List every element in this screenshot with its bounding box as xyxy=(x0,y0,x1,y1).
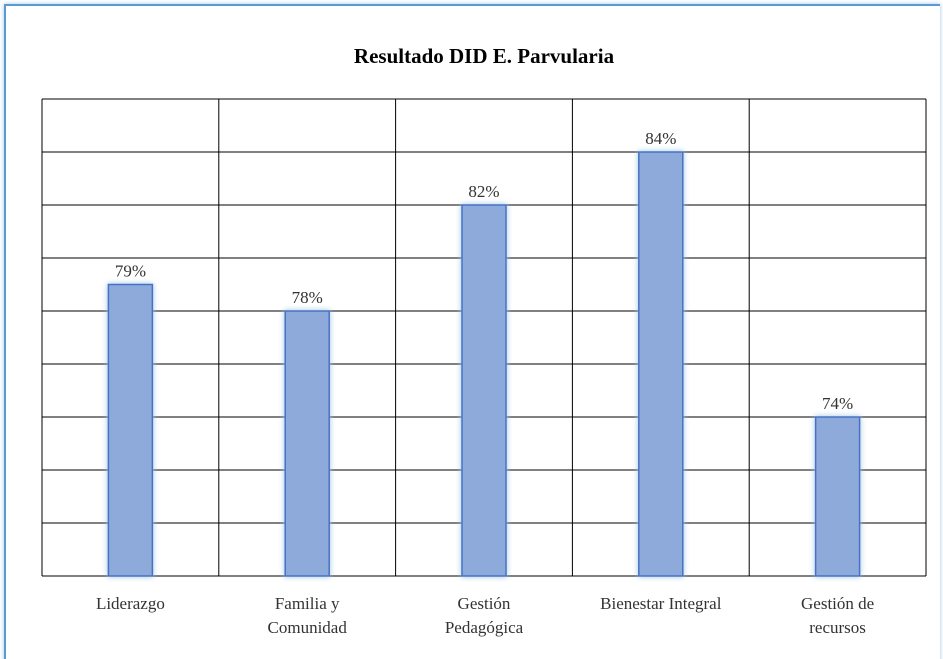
bar xyxy=(107,283,154,577)
x-tick-label: Liderazgo xyxy=(95,594,165,613)
data-label: 78% xyxy=(292,288,323,307)
frame xyxy=(4,4,940,659)
chart-title: Resultado DID E. Parvularia xyxy=(354,44,615,68)
bar xyxy=(284,310,330,577)
bar xyxy=(461,204,507,577)
data-label: 79% xyxy=(115,262,146,281)
data-label: 82% xyxy=(468,182,499,201)
data-label: 84% xyxy=(645,129,676,148)
bar xyxy=(814,416,861,577)
x-tick-label: Gestión de recursos xyxy=(801,594,875,637)
bar xyxy=(638,151,684,577)
x-tick-label: Gestión Pedagógica xyxy=(444,594,524,637)
x-tick-label: Familia y Comunidad xyxy=(267,594,347,637)
data-label: 74% xyxy=(822,394,853,413)
x-tick-label: Bienestar Integral xyxy=(600,594,722,613)
